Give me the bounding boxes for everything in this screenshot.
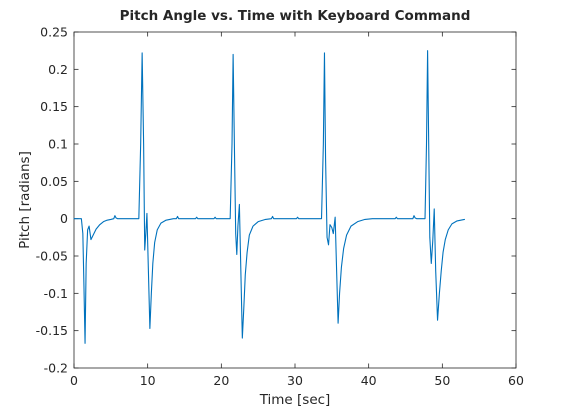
- series-layer: [73, 50, 465, 344]
- y-tick-label: 0.1: [48, 137, 68, 152]
- x-tick-label: 40: [361, 373, 377, 388]
- x-tick-label: 60: [508, 373, 524, 388]
- chart-title: Pitch Angle vs. Time with Keyboard Comma…: [120, 8, 471, 24]
- y-tick-label: -0.1: [44, 286, 68, 301]
- y-tick-label: 0.2: [48, 62, 68, 77]
- x-axis-label: Time [sec]: [259, 392, 331, 408]
- y-tick-label: -0.05: [36, 249, 68, 264]
- series-line-pitch: [73, 50, 465, 344]
- y-tick-label: -0.15: [36, 323, 68, 338]
- y-axis-label: Pitch [radians]: [17, 151, 33, 249]
- y-axis-ticks: -0.2 -0.15 -0.1 -0.05 0 0.05 0.1 0.15 0.2 0.25: [36, 25, 516, 376]
- x-axis-ticks: 0 10 20 30 40 50 60: [70, 32, 524, 388]
- plot-area: [73, 31, 517, 369]
- x-tick-label: 10: [140, 373, 156, 388]
- y-tick-label: 0: [60, 211, 68, 226]
- x-tick-label: 0: [70, 373, 78, 388]
- x-tick-label: 30: [287, 373, 303, 388]
- x-tick-label: 20: [213, 373, 229, 388]
- y-tick-label: -0.2: [44, 361, 68, 376]
- y-tick-label: 0.25: [40, 25, 68, 40]
- y-tick-label: 0.15: [40, 99, 68, 114]
- y-tick-label: 0.05: [40, 174, 68, 189]
- x-tick-label: 50: [434, 373, 450, 388]
